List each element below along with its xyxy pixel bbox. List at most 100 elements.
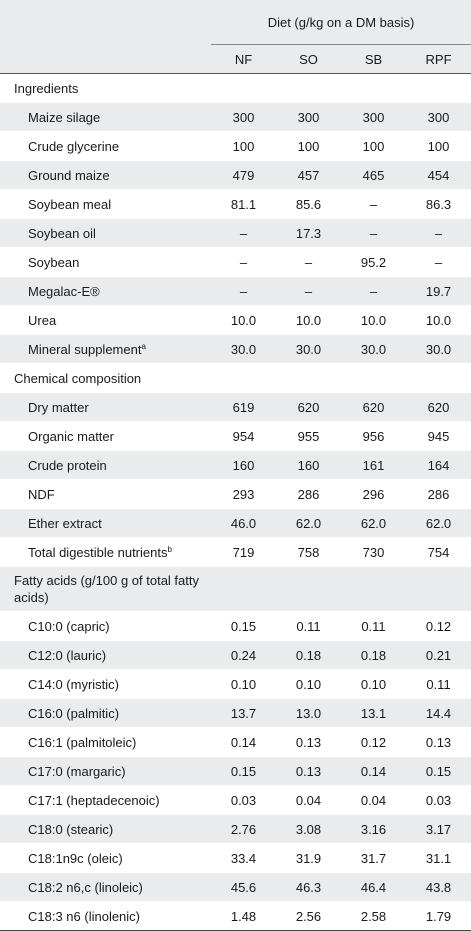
table-row: Soybean oil –17.3– – xyxy=(0,218,471,248)
value-cell-nf: 1.48 xyxy=(211,901,276,931)
value-cell-sb: 100 xyxy=(341,131,406,161)
section-cell: Ingredients xyxy=(0,73,471,103)
value-cell-nf: 160 xyxy=(211,450,276,480)
value-cell-nf: 33.4 xyxy=(211,843,276,873)
value-cell-nf: 0.15 xyxy=(211,611,276,641)
section-title: Chemical composition xyxy=(14,370,142,386)
table-row: Urea 10.0 10.0 10.0 10.0 xyxy=(0,305,471,335)
table-row: C16:1 (palmitoleic) 0.14 0.13 0.12 0.13 xyxy=(0,727,471,757)
table-row: C17:1 (heptadecenoic) 0.03 0.04 0.04 0.03 xyxy=(0,785,471,815)
row-label: C18:3 n6 (linolenic) xyxy=(28,908,141,924)
value-cell-rpf: 19.7 xyxy=(406,276,471,306)
value-cell-sb: 30.0 xyxy=(341,334,406,364)
value-cell-nf: 479 xyxy=(211,160,276,190)
row-label: C17:0 (margaric) xyxy=(28,763,126,779)
row-label: Urea xyxy=(28,312,57,328)
row-label-cell: Crude protein xyxy=(0,450,211,480)
value-cell-rpf: 454 xyxy=(406,160,471,190)
header-row-diet: Diet (g/kg on a DM basis) xyxy=(0,0,471,45)
value-cell-sb: 95.2 xyxy=(341,247,406,277)
value-cell-so: 3.08 xyxy=(276,814,341,844)
value-cell-rpf: 164 xyxy=(406,450,471,480)
value-cell-so: 620 xyxy=(276,392,341,422)
row-label: Megalac-E® xyxy=(28,283,100,299)
table-row: Ground maize 479 457 465 454 xyxy=(0,160,471,190)
section-title: Fatty acids (g/100 g of total fatty acid… xyxy=(14,573,199,605)
value-cell-rpf: 62.0 xyxy=(406,508,471,538)
value-cell-sb: 956 xyxy=(341,421,406,451)
section-row-fatty-acids-g-100-g-of-total-f: Fatty acids (g/100 g of total fatty acid… xyxy=(0,566,471,612)
value-cell-rpf: 0.15 xyxy=(406,756,471,786)
row-label-cell: Megalac-E® xyxy=(0,276,211,306)
value-cell-rpf: 14.4 xyxy=(406,698,471,728)
value-cell-so: 31.9 xyxy=(276,843,341,873)
table-row: C16:0 (palmitic) 13.7 13.0 13.1 14.4 xyxy=(0,698,471,728)
row-label-cell: C18:0 (stearic) xyxy=(0,814,211,844)
row-label-cell: C18:1n9c (oleic) xyxy=(0,843,211,873)
value-cell-nf: 46.0 xyxy=(211,508,276,538)
row-label: Soybean xyxy=(28,254,80,270)
value-cell-so: 160 xyxy=(276,450,341,480)
value-cell-rpf: – xyxy=(406,247,471,277)
row-label-cell: NDF xyxy=(0,479,211,509)
value-cell-sb: 0.11 xyxy=(341,611,406,641)
value-cell-sb: 31.7 xyxy=(341,843,406,873)
value-cell-sb: 13.1 xyxy=(341,698,406,728)
value-cell-so: 0.13 xyxy=(276,756,341,786)
table-row: C14:0 (myristic) 0.10 0.10 0.10 0.11 xyxy=(0,669,471,699)
value-cell-nf: 719 xyxy=(211,537,276,567)
table-row: C18:1n9c (oleic) 33.4 31.9 31.7 31.1 xyxy=(0,843,471,873)
value-cell-nf: 30.0 xyxy=(211,334,276,364)
row-label: NDF xyxy=(28,486,55,502)
value-cell-sb: 620 xyxy=(341,392,406,422)
value-cell-so: 2.56 xyxy=(276,901,341,931)
row-label-cell: Soybean xyxy=(0,247,211,277)
value-cell-rpf: 1.79 xyxy=(406,901,471,931)
value-cell-so: 457 xyxy=(276,160,341,190)
table-row: Soybean – –95.2– xyxy=(0,247,471,277)
value-cell-nf: 2.76 xyxy=(211,814,276,844)
table-row: C12:0 (lauric) 0.24 0.18 0.18 0.21 xyxy=(0,640,471,670)
value-cell-nf: 0.10 xyxy=(211,669,276,699)
value-cell-rpf: 10.0 xyxy=(406,305,471,335)
row-label: C16:0 (palmitic) xyxy=(28,705,120,721)
value-cell-rpf: 0.13 xyxy=(406,727,471,757)
row-label-cell: Ground maize xyxy=(0,160,211,190)
value-cell-so: 85.6 xyxy=(276,189,341,219)
row-label: C16:1 (palmitoleic) xyxy=(28,734,137,750)
footnote-marker: b xyxy=(167,544,172,554)
value-cell-so: 0.18 xyxy=(276,640,341,670)
value-cell-rpf: 0.12 xyxy=(406,611,471,641)
row-label: Soybean meal xyxy=(28,196,112,212)
row-label-cell: C14:0 (myristic) xyxy=(0,669,211,699)
header-row-columns: NF SO SB RPF xyxy=(0,44,471,74)
value-cell-so: 10.0 xyxy=(276,305,341,335)
value-cell-nf: 10.0 xyxy=(211,305,276,335)
row-label-cell: C16:0 (palmitic) xyxy=(0,698,211,728)
section-row-ingredients: Ingredients xyxy=(0,73,471,103)
value-cell-rpf: 31.1 xyxy=(406,843,471,873)
value-cell-so: 0.13 xyxy=(276,727,341,757)
table-row: Mineral supplementa 30.0 30.0 30.0 30.0 xyxy=(0,334,471,364)
footnote-marker: a xyxy=(141,341,146,351)
value-cell-nf: 300 xyxy=(211,102,276,132)
section-row-chemical-composition: Chemical composition xyxy=(0,363,471,393)
row-label: Mineral supplement xyxy=(28,341,142,357)
row-label-cell: Organic matter xyxy=(0,421,211,451)
table-row: Megalac-E® – – –19.7 xyxy=(0,276,471,306)
table-row: Soybean meal 81.1 85.6–86.3 xyxy=(0,189,471,219)
value-cell-sb: 0.04 xyxy=(341,785,406,815)
row-label-cell: C17:0 (margaric) xyxy=(0,756,211,786)
table-row: C18:0 (stearic) 2.76 3.08 3.16 3.17 xyxy=(0,814,471,844)
value-cell-sb: – xyxy=(341,218,406,248)
table-row: C18:2 n6,c (linoleic) 45.6 46.3 46.4 43.8 xyxy=(0,872,471,902)
value-cell-rpf: 100 xyxy=(406,131,471,161)
row-label-cell: Ether extract xyxy=(0,508,211,538)
value-cell-rpf: 86.3 xyxy=(406,189,471,219)
value-cell-nf: – xyxy=(211,218,276,248)
row-label-cell: Soybean meal xyxy=(0,189,211,219)
value-cell-so: 0.04 xyxy=(276,785,341,815)
value-cell-nf: 0.15 xyxy=(211,756,276,786)
value-cell-so: – xyxy=(276,276,341,306)
row-label: Crude glycerine xyxy=(28,138,120,154)
